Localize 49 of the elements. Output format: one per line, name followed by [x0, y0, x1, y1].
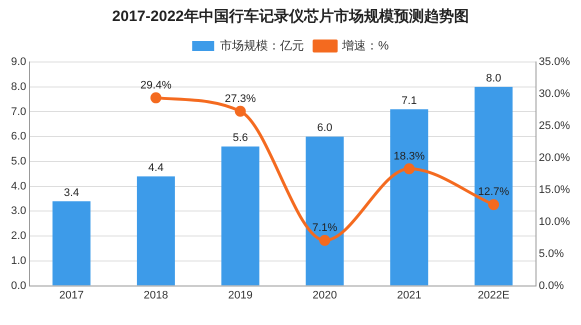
- data-label: 27.3%: [224, 92, 256, 105]
- y2-tick-label: 0.0%: [538, 280, 564, 292]
- x-tick-label: 2021: [396, 289, 422, 302]
- point: [234, 106, 246, 117]
- y-tick-label: 4.0: [10, 180, 26, 192]
- point: [488, 199, 500, 210]
- bar: [306, 136, 344, 286]
- y-tick-label: 3.0: [10, 205, 26, 218]
- bar: [52, 201, 90, 286]
- y2-tick-label: 35.0%: [538, 56, 570, 68]
- data-label: 8.0: [486, 72, 502, 84]
- legend-label: 市场规模：亿元: [220, 38, 304, 52]
- y2-tick-label: 20.0%: [538, 152, 570, 164]
- x-tick-label: 2020: [312, 289, 338, 302]
- bar: [390, 109, 428, 286]
- y-tick-label: 9.0: [10, 56, 26, 68]
- y-tick-label: 5.0: [10, 156, 26, 168]
- data-label: 29.4%: [140, 79, 172, 92]
- data-label: 7.1: [402, 94, 417, 107]
- bar: [136, 176, 175, 286]
- y-tick-label: 1.0: [10, 254, 26, 267]
- data-label: 5.6: [232, 132, 248, 144]
- data-label: 12.7%: [478, 186, 510, 198]
- y-tick-label: 0.0: [10, 280, 26, 292]
- y2-tick-label: 25.0%: [538, 120, 570, 132]
- x-tick-label: 2018: [144, 289, 168, 302]
- y-tick-label: 6.0: [10, 130, 26, 143]
- y-tick-label: 8.0: [10, 80, 26, 93]
- x-tick-label: 2019: [228, 289, 253, 302]
- data-label: 3.4: [64, 186, 80, 199]
- y-tick-label: 2.0: [10, 230, 26, 242]
- bar: [221, 146, 260, 286]
- y-tick-label: 7.0: [10, 106, 26, 118]
- bar: [474, 86, 513, 286]
- point: [319, 234, 330, 246]
- data-label: 18.3%: [394, 150, 425, 162]
- point: [150, 92, 162, 104]
- data-label: 4.4: [148, 162, 164, 174]
- y2-tick-label: 5.0%: [538, 248, 564, 260]
- point: [404, 163, 415, 174]
- y2-tick-label: 30.0%: [538, 88, 570, 100]
- x-tick-label: 2017: [59, 289, 84, 302]
- chart-title: 2017-2022年中国行车记录仪芯片市场规模预测趋势图: [112, 7, 469, 26]
- data-label: 7.1%: [312, 222, 338, 234]
- x-tick-label: 2022E: [478, 289, 510, 302]
- y2-tick-label: 15.0%: [538, 184, 570, 196]
- legend-label: 增速：%: [341, 38, 390, 52]
- y2-tick-label: 10.0%: [538, 216, 570, 228]
- data-label: 6.0: [317, 122, 332, 134]
